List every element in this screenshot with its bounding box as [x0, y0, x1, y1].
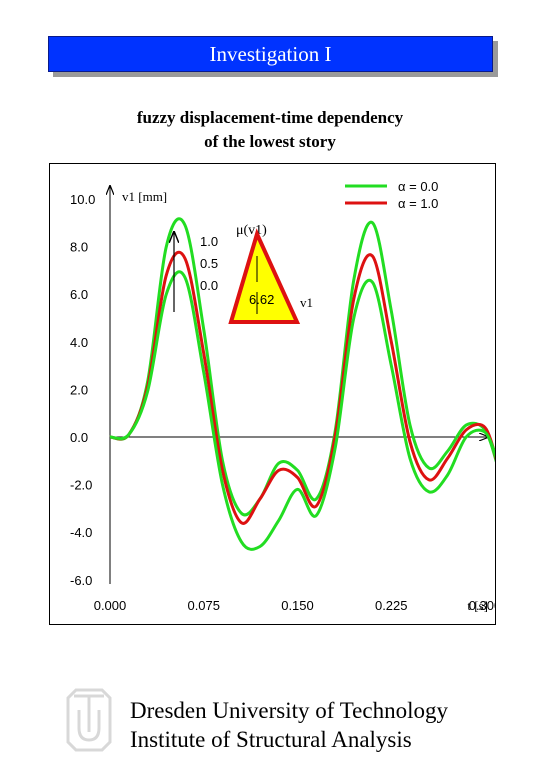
displacement-chart: 10.0 8.0 6.0 4.0 2.0 0.0 -2.0 -4.0 -6.00.000 0.07…: [70, 179, 495, 613]
y-tick-label: 2.0: [70, 382, 88, 397]
series-line-lower: [109, 270, 495, 551]
x-tick-label: 0.300: [469, 598, 495, 613]
title-banner: Investigation I: [48, 36, 493, 72]
y-tick-label: 4.0: [70, 335, 88, 350]
subtitle-line-2: of the lowest story: [204, 132, 336, 151]
university-logo: [66, 688, 112, 752]
inset-peak-label: 6.62: [249, 292, 274, 307]
inset-y-tick-label: 0.5: [200, 256, 218, 271]
y-tick-label: -4.0: [70, 525, 92, 540]
legend-label: α = 0.0: [398, 179, 438, 194]
y-tick-label: 8.0: [70, 240, 88, 255]
legend-label: α = 1.0: [398, 196, 438, 211]
footer-institute: Institute of Structural Analysis: [130, 727, 412, 752]
x-tick-label: 0.225: [375, 598, 408, 613]
y-tick-label: 10.0: [70, 192, 95, 207]
y-tick-label: 0.0: [70, 430, 88, 445]
x-tick-label: 0.000: [94, 598, 127, 613]
y-tick-label: -6.0: [70, 573, 92, 588]
x-tick-label: 0.075: [187, 598, 220, 613]
y-tick-label: 6.0: [70, 287, 88, 302]
chart-frame: 10.0 8.0 6.0 4.0 2.0 0.0 -2.0 -4.0 -6.0 0.000 0.07…: [49, 163, 496, 625]
membership-triangle: [228, 228, 301, 324]
y-axis-label: v1 [mm]: [122, 189, 167, 204]
x-tick-label: 0.150: [281, 598, 314, 613]
inset-x-label: v1: [300, 295, 313, 310]
inset-y-tick-label: 0.0: [200, 278, 218, 293]
inset-title: μ(v1): [236, 223, 267, 238]
subtitle-line-1: fuzzy displacement-time dependency: [136, 108, 404, 127]
series-line-upper: [109, 217, 495, 517]
x-axis-label: t [s]: [467, 598, 488, 613]
footer-university: Dresden University of Technology: [130, 698, 448, 723]
inset-y-tick-label: 1.0: [200, 234, 218, 249]
series-line-crisp: [109, 250, 495, 525]
y-tick-label: -2.0: [70, 478, 92, 493]
page-title: Investigation I: [209, 42, 332, 66]
